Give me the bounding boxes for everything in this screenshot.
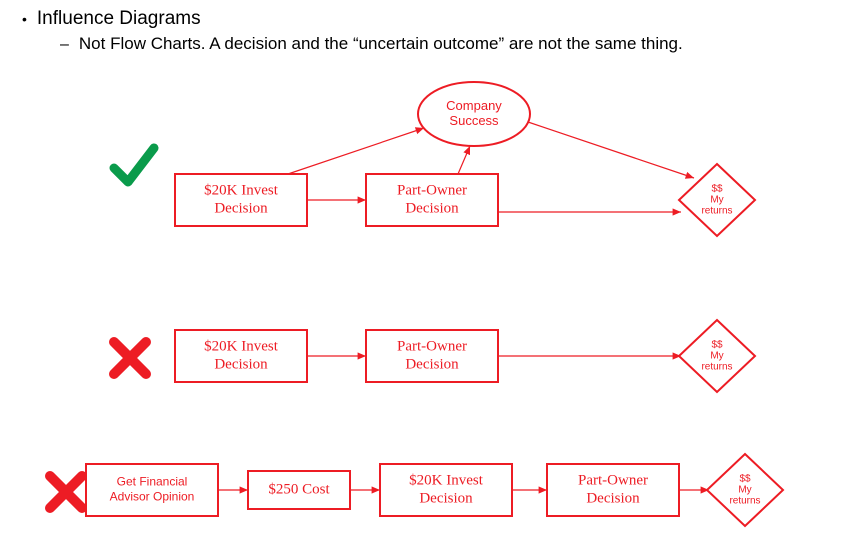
node-d3_part	[547, 464, 679, 516]
node-d2_invest	[175, 330, 307, 382]
node-d3_returns	[707, 454, 783, 526]
node-label: Company	[446, 98, 502, 113]
node-label: My	[710, 195, 723, 206]
node-label: $250 Cost	[268, 481, 330, 497]
heading-row: • Influence Diagrams	[22, 8, 201, 30]
node-label: $20K Invest	[204, 182, 279, 198]
node-label: Part-Owner	[578, 472, 648, 488]
diagram-canvas: $20K Invest Decision Part-Owner Decision Com…	[0, 0, 844, 559]
check-icon	[108, 140, 160, 197]
node-d3_advisor	[86, 464, 218, 516]
node-label: $$	[711, 340, 723, 351]
node-label: returns	[729, 496, 760, 507]
node-label: $20K Invest	[204, 338, 279, 354]
node-label: Decision	[214, 356, 268, 372]
edge	[528, 122, 694, 178]
node-d1_part	[366, 174, 498, 226]
node-label: Decision	[214, 200, 268, 216]
node-d1_invest	[175, 174, 307, 226]
page-title: Influence Diagrams	[37, 8, 201, 30]
cross-icon	[44, 470, 88, 519]
node-d1_success	[418, 82, 530, 146]
node-label: Part-Owner	[397, 338, 467, 354]
bullet-dash-icon: –	[60, 34, 69, 56]
edge	[458, 146, 470, 174]
node-label: My	[738, 485, 751, 496]
node-label: Get Financial	[117, 475, 188, 489]
node-d2_returns	[679, 320, 755, 392]
node-label: $$	[711, 184, 723, 195]
edge	[288, 128, 424, 174]
node-label: returns	[701, 362, 732, 373]
node-label: Advisor Opinion	[110, 490, 195, 504]
node-label: Decision	[405, 200, 459, 216]
node-label: My	[710, 351, 723, 362]
node-label: Success	[449, 113, 499, 128]
page-subtitle: Not Flow Charts. A decision and the “unc…	[79, 34, 683, 54]
node-label: $20K Invest	[409, 472, 484, 488]
node-label: returns	[701, 206, 732, 217]
node-label: Part-Owner	[397, 182, 467, 198]
bullet-dot-icon: •	[22, 8, 27, 30]
node-d3_invest	[380, 464, 512, 516]
node-d1_returns	[679, 164, 755, 236]
node-label: $$	[739, 474, 751, 485]
node-label: Decision	[405, 356, 459, 372]
node-d3_cost	[248, 471, 350, 509]
subheading-row: – Not Flow Charts. A decision and the “u…	[60, 34, 683, 56]
node-label: Decision	[586, 490, 640, 506]
node-d2_part	[366, 330, 498, 382]
cross-icon	[108, 336, 152, 385]
node-label: Decision	[419, 490, 473, 506]
